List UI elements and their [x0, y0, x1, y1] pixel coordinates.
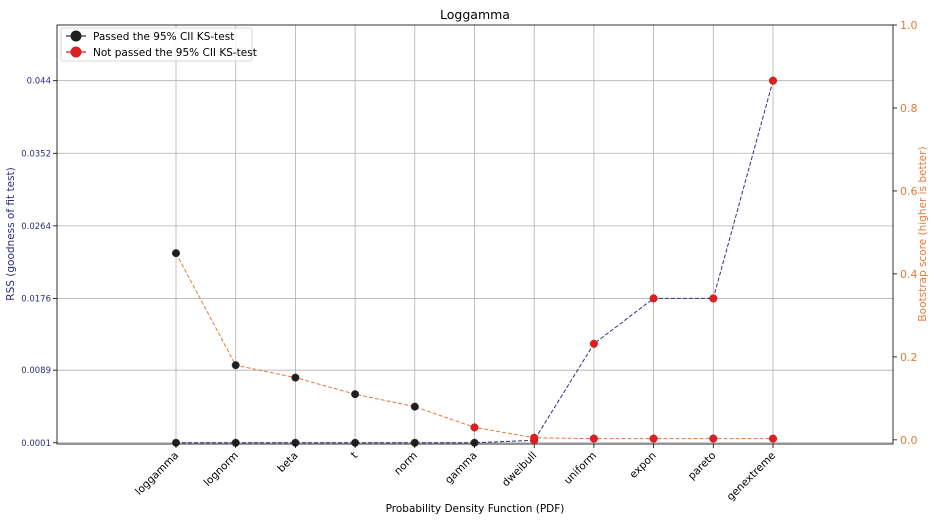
legend-fail-marker [70, 46, 82, 58]
bootstrap-point-t [351, 390, 360, 399]
bootstrap-point-genextreme [768, 434, 778, 443]
x-tick-label-expon: expon [627, 450, 658, 481]
x-tick-label-t: t [349, 450, 360, 461]
x-tick-label-pareto: pareto [686, 450, 719, 483]
grid-layer [57, 25, 893, 444]
legend-box [60, 27, 253, 62]
bootstrap-point-expon [649, 434, 658, 443]
bootstrap-point-beta [291, 373, 300, 382]
plot-frame [56, 24, 894, 445]
x-tick-label-uniform: uniform [562, 450, 599, 487]
legend-pass-label: Passed the 95% CII KS-test [93, 31, 234, 43]
y-right-tick-label-5: 1.0 [900, 19, 918, 32]
series-layer [171, 76, 778, 447]
x-tick-label-norm: norm [392, 450, 420, 478]
y-left-tick-label-1: 0.0089 [21, 366, 51, 376]
y-right-tick-label-3: 0.6 [900, 185, 918, 198]
y-axis-label-right: Bootstrap score (higher is better) [917, 146, 929, 321]
x-tick-label-gamma: gamma [443, 450, 480, 487]
rss-point-expon [649, 294, 658, 303]
x-axis-label: Probability Density Function (PDF) [386, 503, 565, 515]
y-left-tick-label-3: 0.0264 [21, 222, 51, 232]
bootstrap-point-norm [410, 402, 419, 411]
rss-point-genextreme [768, 76, 778, 85]
bootstrap-point-pareto [709, 434, 718, 443]
y-axis-label-left: RSS (goodness of fit test) [5, 167, 17, 300]
y-right-tick-label-4: 0.8 [900, 102, 918, 115]
chart-title: Loggamma [440, 7, 510, 22]
legend: Passed the 95% CII KS-test Not passed th… [60, 27, 257, 62]
x-tick-label-dweibull: dweibull [500, 450, 539, 489]
y-right-tick-label-0: 0.0 [900, 434, 918, 447]
y-left-tick-label-4: 0.0352 [21, 149, 51, 159]
y-right-tick-label-1: 0.2 [900, 351, 918, 364]
axes-layer: loggamma lognorm beta t norm gamma dweibull uni… [21, 19, 917, 503]
legend-pass-marker [70, 30, 82, 42]
x-tick-label-lognorm: lognorm [202, 450, 241, 489]
rss-point-uniform [589, 339, 598, 348]
rss-series-line [176, 80, 774, 444]
bootstrap-point-gamma [470, 423, 479, 432]
x-tick-label-genextreme: genextreme [725, 450, 778, 503]
rss-point-pareto [709, 294, 718, 303]
x-tick-label-beta: beta [275, 450, 300, 475]
bootstrap-point-dweibull [530, 433, 539, 442]
y-left-tick-label-5: 0.044 [27, 77, 51, 87]
y-left-tick-label-0: 0.0001 [21, 439, 51, 449]
bootstrap-point-lognorm [231, 361, 240, 370]
y-left-tick-label-2: 0.0176 [21, 294, 51, 304]
x-tick-label-loggamma: loggamma [133, 450, 181, 498]
bootstrap-point-loggamma [171, 249, 181, 258]
legend-fail-label: Not passed the 95% CII KS-test [93, 47, 257, 59]
bootstrap-point-uniform [589, 434, 598, 443]
y-right-tick-label-2: 0.4 [900, 268, 918, 281]
